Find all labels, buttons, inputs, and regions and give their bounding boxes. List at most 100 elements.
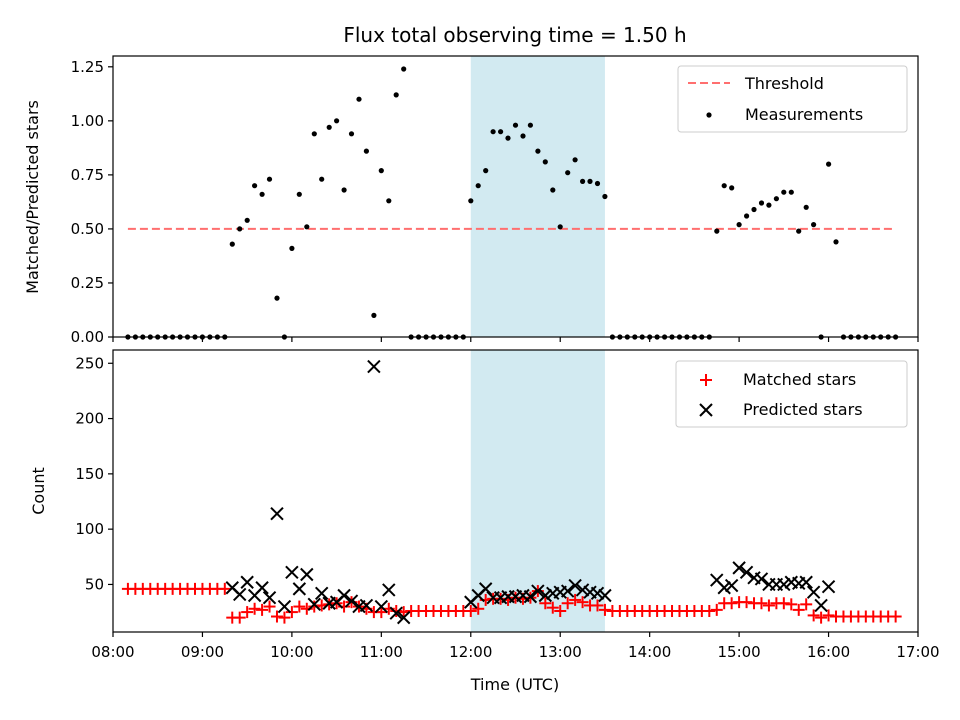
legend-predicted-label: Predicted stars: [743, 400, 863, 419]
predicted-point-39: [575, 583, 590, 597]
measurement-point-63: [594, 180, 601, 187]
predicted-point-10: [300, 567, 314, 582]
measurement-point-82: [736, 222, 742, 228]
predicted-point-21: [382, 583, 396, 597]
measurement-point-92: [811, 222, 817, 228]
measurement-point-88: [781, 189, 787, 195]
matched-point-63: [591, 599, 604, 612]
predicted-point-38: [568, 578, 582, 593]
measurement-point-25: [311, 131, 317, 137]
top-y-tick-label-1: 0.25: [71, 274, 104, 292]
legend-matched-swatch: [700, 374, 712, 386]
measurement-points: [125, 66, 899, 340]
matched-point-64: [598, 603, 611, 616]
top-legend-box: [677, 65, 908, 133]
predicted-point-9: [292, 582, 307, 596]
measurement-point-20: [274, 295, 280, 301]
matched-point-15: [233, 611, 246, 624]
measurement-point-32: [363, 148, 369, 154]
legend-measurement-swatch: [706, 112, 712, 118]
matched-point-60: [569, 593, 582, 606]
matched-point-81: [725, 597, 738, 610]
bottom-y-ticks: 50 100 150 200 250: [75, 354, 113, 593]
predicted-point-58: [821, 579, 836, 594]
predicted-point-20: [374, 599, 389, 614]
measurement-point-85: [758, 200, 765, 206]
matched-point-18: [256, 603, 269, 616]
matched-point-20: [270, 610, 283, 623]
top-y-tick-label-4: 1.00: [71, 112, 104, 130]
matched-point-94: [822, 609, 835, 622]
matched-point-59: [561, 597, 574, 610]
measurement-point-87: [773, 196, 780, 202]
measurement-point-33: [371, 312, 377, 318]
matched-point-13: [218, 582, 231, 595]
matched-point-16: [241, 606, 254, 619]
measurement-point-28: [334, 118, 340, 124]
bottom-y-axis-label: Count: [29, 467, 48, 515]
measurement-point-35: [386, 198, 392, 204]
predicted-point-41: [590, 586, 605, 601]
matched-point-79: [710, 603, 723, 616]
top-panel: 0.00 0.25 0.50 0.75 1.00 1.25 Matched/Predict…: [23, 55, 919, 346]
measurement-point-95: [833, 239, 839, 245]
x-axis-label: Time (UTC): [470, 675, 559, 694]
measurement-point-90: [796, 228, 802, 234]
predicted-point-7: [277, 599, 292, 614]
top-y-tick-label-5: 1.25: [71, 58, 104, 76]
predicted-point-19: [367, 359, 381, 374]
matched-point-36: [390, 604, 403, 617]
measurement-point-46: [468, 198, 474, 204]
top-axes-frame: [112, 55, 919, 338]
predicted-point-4: [255, 581, 269, 595]
bottom-axes-frame: [112, 349, 919, 633]
top-y-tick-label-3: 0.75: [71, 166, 104, 184]
predicted-point-49: [754, 572, 769, 586]
measurement-point-94: [826, 161, 832, 167]
predicted-point-34: [538, 588, 553, 603]
matched-point-92: [807, 609, 820, 622]
measurement-point-17: [252, 183, 258, 189]
x-tick-label-5: 13:00: [539, 643, 582, 661]
legend-measurements-label: Measurements: [745, 105, 863, 124]
measurement-point-48: [483, 168, 489, 174]
legend-predicted-swatch: [699, 403, 713, 417]
x-tick-label-4: 12:00: [449, 643, 492, 661]
top-x-ticks: [112, 337, 919, 342]
top-observing-window: [470, 56, 605, 337]
predicted-point-47: [739, 565, 754, 579]
measurement-point-49: [490, 129, 496, 135]
measurement-point-58: [557, 224, 563, 230]
bottom-y-tick-label-4: 250: [75, 354, 104, 372]
x-tick-label-3: 11:00: [360, 643, 403, 661]
matched-point-88: [777, 597, 790, 610]
measurement-point-61: [580, 178, 586, 184]
top-legend: Threshold Measurements: [677, 65, 908, 133]
measurement-point-64: [602, 193, 608, 200]
matched-point-85: [755, 597, 768, 610]
measurement-point-30: [348, 131, 355, 137]
matched-point-61: [576, 596, 589, 609]
bottom-y-tick-label-0: 50: [85, 575, 104, 593]
predicted-point-44: [717, 581, 731, 595]
matched-point-46: [464, 604, 477, 617]
measurement-point-53: [520, 133, 526, 139]
bottom-y-tick-label-2: 150: [75, 465, 104, 483]
predicted-point-2: [240, 575, 254, 589]
x-tick-label-8: 16:00: [807, 643, 850, 661]
predicted-point-56: [806, 585, 821, 599]
bottom-x-ticks: 08:00 09:00 10:00 11:00 12:00 13:00 14:00 15:00…: [91, 632, 940, 661]
measurement-point-29: [341, 187, 347, 193]
predicted-point-23: [396, 610, 411, 625]
matched-point-17: [248, 602, 261, 615]
predicted-point-57: [814, 598, 828, 613]
legend-matched-label: Matched stars: [743, 370, 856, 389]
predicted-point-6: [270, 506, 284, 521]
matched-point-37: [397, 606, 410, 619]
x-tick-label-1: 09:00: [181, 643, 224, 661]
x-tick-label-6: 14:00: [628, 643, 671, 661]
measurement-point-16: [244, 217, 250, 223]
matched-point-57: [546, 601, 559, 614]
measurement-point-50: [498, 129, 504, 135]
